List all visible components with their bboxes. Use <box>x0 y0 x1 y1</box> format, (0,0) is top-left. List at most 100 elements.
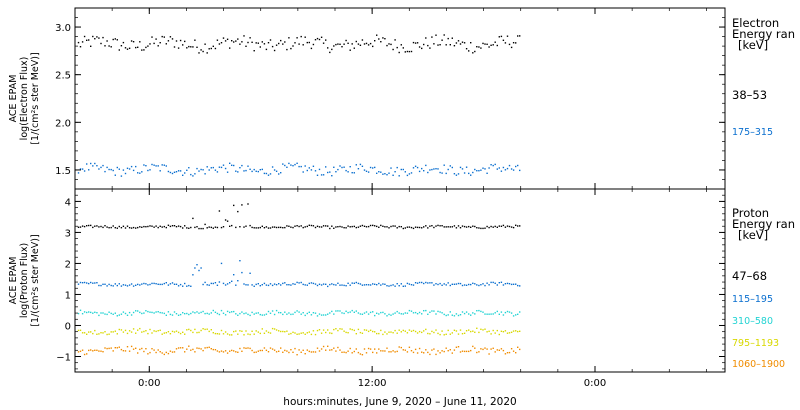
data-point <box>508 332 511 334</box>
data-point <box>179 39 182 42</box>
data-point <box>425 37 427 39</box>
data-point <box>245 312 247 314</box>
data-point <box>461 168 464 170</box>
data-point <box>271 310 274 312</box>
series-points <box>77 327 521 336</box>
data-point <box>316 37 319 40</box>
data-point <box>437 224 439 227</box>
data-point <box>247 41 249 44</box>
data-point <box>390 284 392 287</box>
data-point <box>465 330 468 332</box>
data-point <box>515 283 517 285</box>
legend-entry: 115–195 <box>732 294 773 305</box>
data-point <box>98 314 100 317</box>
data-point <box>431 168 433 171</box>
data-point <box>132 169 135 172</box>
data-point <box>114 283 116 285</box>
data-point <box>122 350 125 352</box>
data-point <box>192 46 194 48</box>
data-point <box>157 330 159 332</box>
data-point <box>433 331 435 334</box>
data-point <box>414 311 417 314</box>
data-point <box>261 284 263 286</box>
data-point <box>190 173 192 176</box>
data-point <box>437 350 439 352</box>
data-point <box>145 165 147 167</box>
data-point <box>316 174 319 176</box>
data-point <box>163 282 165 285</box>
data-point <box>126 225 129 227</box>
data-point <box>90 349 92 351</box>
data-point <box>100 166 102 169</box>
data-point <box>177 347 180 349</box>
data-point <box>445 347 447 349</box>
data-point <box>141 312 143 315</box>
data-point <box>343 284 345 287</box>
data-point <box>374 40 376 42</box>
data-point <box>171 38 174 40</box>
data-point <box>210 226 212 229</box>
plot-frames <box>74 7 726 373</box>
data-point <box>83 35 86 38</box>
data-point <box>77 283 80 285</box>
data-point <box>504 283 507 285</box>
data-point <box>257 350 259 352</box>
data-point <box>300 281 302 284</box>
data-point <box>118 328 120 331</box>
data-point <box>130 165 133 168</box>
data-point <box>226 283 229 285</box>
data-point <box>367 330 370 333</box>
data-point <box>480 348 482 350</box>
data-point <box>206 52 208 54</box>
data-point <box>412 284 415 286</box>
data-point <box>453 329 456 331</box>
data-point <box>190 285 192 287</box>
y-tick-label: 2 <box>65 259 71 270</box>
data-point <box>77 172 80 174</box>
data-point <box>147 332 149 335</box>
data-point <box>106 226 108 228</box>
data-point <box>218 333 221 335</box>
data-point <box>363 348 366 350</box>
data-point <box>512 330 515 332</box>
data-point <box>304 314 306 317</box>
data-point <box>275 284 278 286</box>
data-point <box>282 227 284 229</box>
data-point <box>247 347 249 349</box>
data-point <box>414 165 417 167</box>
data-point <box>167 352 170 355</box>
data-point <box>423 282 425 285</box>
data-point <box>361 39 364 41</box>
data-point <box>378 171 380 173</box>
data-point <box>173 351 176 353</box>
data-point <box>98 226 100 228</box>
data-point <box>175 283 178 285</box>
data-point <box>498 36 500 38</box>
data-point <box>94 282 96 284</box>
data-point <box>443 226 445 228</box>
data-point <box>265 284 268 286</box>
data-point <box>410 226 413 229</box>
data-point <box>484 347 486 349</box>
data-point <box>292 283 294 285</box>
data-point <box>96 225 98 227</box>
data-point <box>139 311 141 314</box>
data-point <box>135 227 137 229</box>
data-point <box>249 314 251 317</box>
data-point <box>208 48 210 50</box>
data-point <box>92 332 94 335</box>
data-point <box>494 312 496 314</box>
data-point <box>363 43 366 45</box>
data-point <box>130 314 133 316</box>
data-point <box>177 47 180 49</box>
data-point <box>247 313 249 316</box>
data-point <box>128 311 131 314</box>
data-point <box>257 227 259 229</box>
data-point <box>457 282 460 285</box>
data-point <box>253 227 255 229</box>
data-point <box>126 285 129 287</box>
data-point <box>300 35 302 38</box>
data-point <box>239 167 241 169</box>
data-point <box>100 350 102 352</box>
data-point <box>470 226 472 228</box>
